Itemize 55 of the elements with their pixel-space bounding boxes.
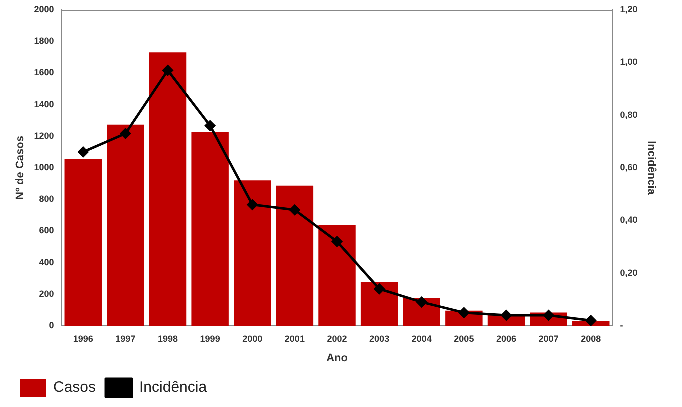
x-tick-label: 2005 <box>454 334 474 344</box>
x-tick-label: 1997 <box>116 334 136 344</box>
legend-label: Incidência <box>140 379 208 396</box>
y2-tick-label: 0,40 <box>620 215 638 226</box>
point <box>162 65 174 76</box>
x-tick-label: 1998 <box>158 334 178 344</box>
point <box>374 284 385 294</box>
x-tick-label: 1996 <box>73 334 94 344</box>
y2-tick-label: 0,60 <box>620 162 638 172</box>
point <box>290 204 300 216</box>
y2-tick-label: - <box>620 320 624 330</box>
x-tick-label: 2008 <box>581 334 602 344</box>
y2-tick-label: 0,20 <box>620 268 638 278</box>
x-axis-title: Ano <box>326 352 348 364</box>
x-tick-label: 2003 <box>370 334 390 344</box>
y2-tick-label: 1,20 <box>620 4 638 14</box>
y-tick-label: 1400 <box>34 99 54 110</box>
bar <box>234 180 272 326</box>
x-tick-label: 2002 <box>327 334 348 344</box>
y-tick-label: 1800 <box>34 36 54 46</box>
x-tick-label: 2007 <box>538 334 559 344</box>
bar <box>149 52 187 326</box>
x-tick-label: 2001 <box>284 334 305 344</box>
bar <box>192 132 229 326</box>
point <box>586 315 596 326</box>
x-tick-label: 1999 <box>200 334 220 344</box>
legend-label: Casos <box>54 379 96 396</box>
y2-tick-label: 0,80 <box>620 110 638 120</box>
y-tick-label: 200 <box>39 288 54 299</box>
y-tick-label: 2000 <box>34 4 54 14</box>
bar <box>276 186 314 326</box>
x-tick-label: 2006 <box>496 334 517 344</box>
y2-axis-title: Incidência <box>645 141 658 196</box>
point <box>247 200 258 210</box>
bar <box>318 225 356 326</box>
y-tick-label: 600 <box>39 226 54 236</box>
y-tick-label: 1600 <box>34 68 54 78</box>
x-tick-label: 2000 <box>242 334 263 344</box>
y-axis-title: Nº de Casos <box>14 136 27 200</box>
point <box>205 120 216 132</box>
point <box>416 297 428 308</box>
bar <box>360 282 398 326</box>
point <box>78 146 89 158</box>
point <box>501 310 512 321</box>
y2-tick-label: 1,00 <box>620 57 638 68</box>
y-tick-label: 0 <box>49 320 54 330</box>
bar <box>107 124 144 326</box>
y-tick-label: 800 <box>39 194 54 204</box>
y-tick-label: 1000 <box>34 162 54 172</box>
y-tick-label: 1200 <box>34 130 54 141</box>
bar <box>64 159 102 326</box>
x-tick-label: 2004 <box>412 334 432 344</box>
y-tick-label: 400 <box>39 257 54 268</box>
point <box>332 236 343 247</box>
point <box>120 128 131 140</box>
